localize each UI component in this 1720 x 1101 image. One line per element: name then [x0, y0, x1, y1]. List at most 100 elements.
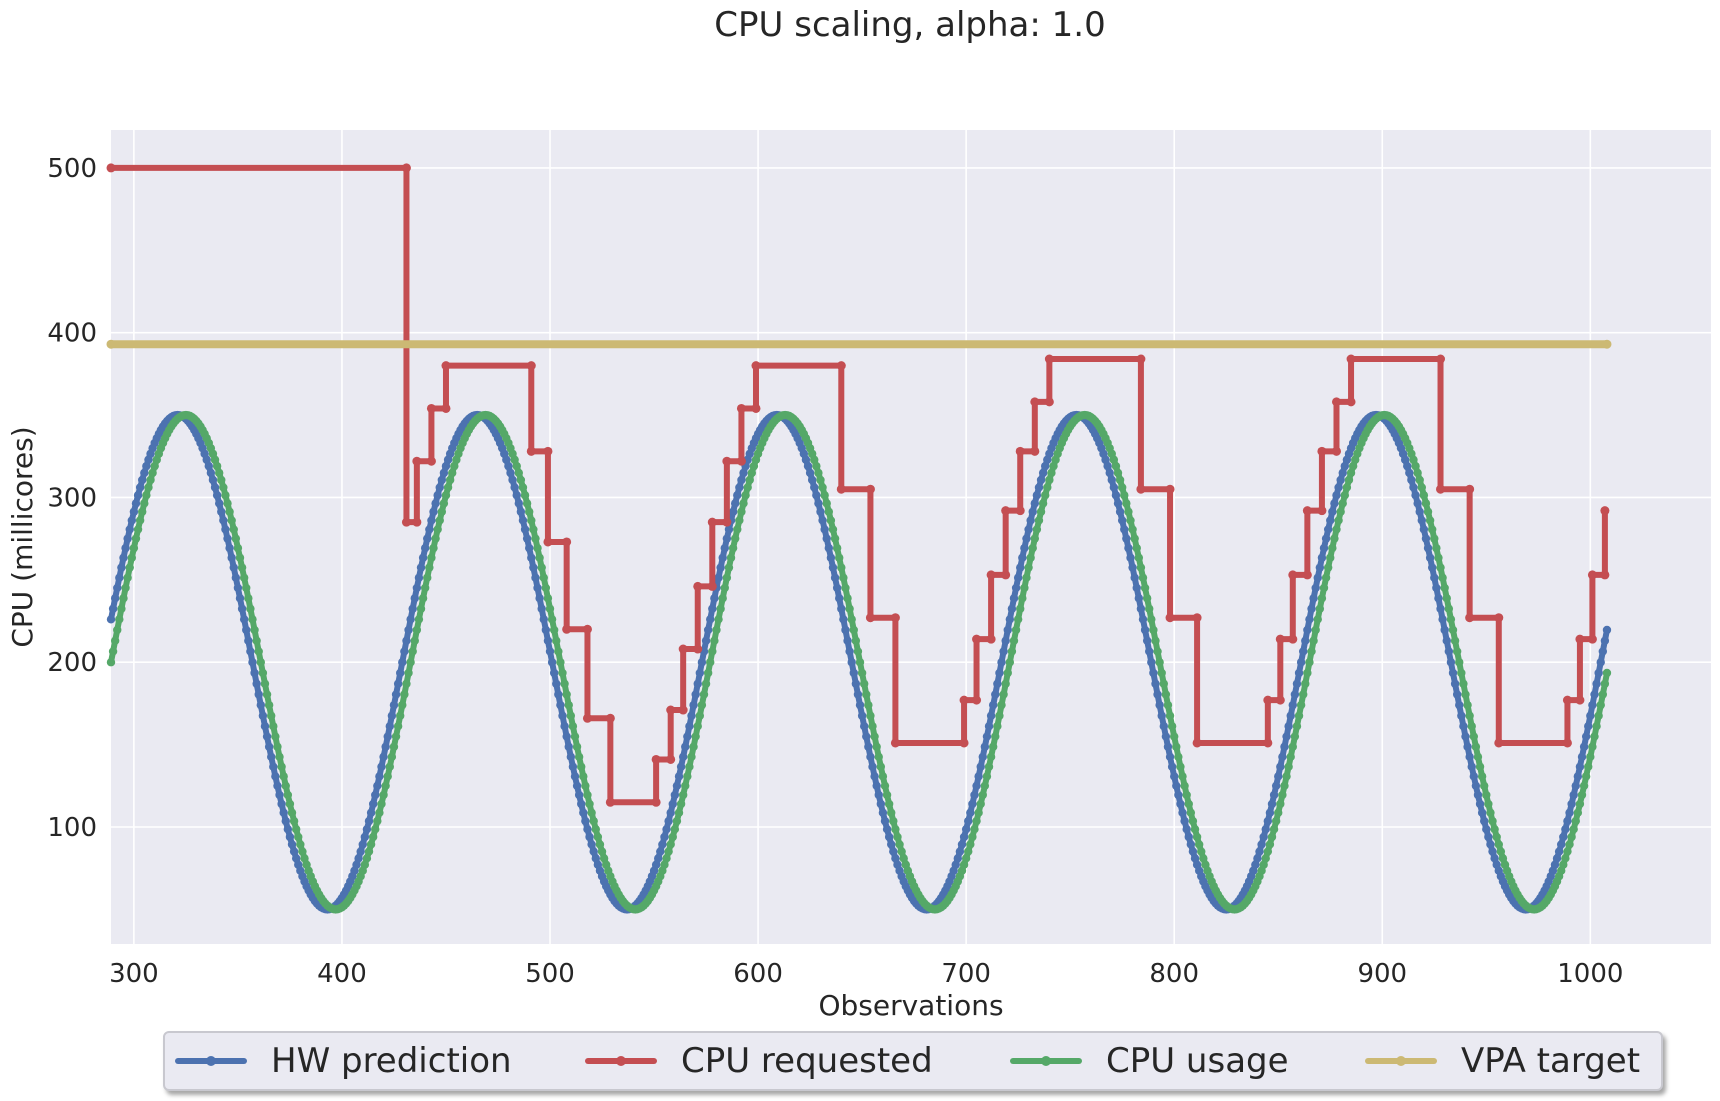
point-cpu-usage-227 [579, 772, 588, 781]
point-hw-prediction-593 [1340, 461, 1350, 471]
point-cpu-usage-1 [108, 647, 118, 656]
point-hw-prediction-625 [1407, 475, 1416, 485]
point-hw-prediction-494 [1134, 594, 1144, 603]
point-cpu-usage-667 [1494, 840, 1503, 849]
point-hw-prediction-563 [1278, 752, 1287, 762]
point-cpu-usage-196 [514, 468, 523, 478]
legend-swatch-vpa-target [1365, 1056, 1437, 1066]
point-cpu-requested-7 [441, 403, 451, 413]
point-hw-prediction-337 [807, 475, 817, 485]
point-cpu-usage-203 [529, 525, 538, 534]
point-cpu-requested-60 [1192, 738, 1202, 748]
point-cpu-usage-421 [982, 772, 992, 781]
point-hw-prediction-702 [1567, 799, 1576, 809]
point-cpu-usage-288 [706, 658, 715, 667]
point-hw-prediction-232 [589, 847, 598, 856]
point-cpu-usage-266 [660, 860, 669, 869]
point-cpu-usage-500 [1147, 615, 1156, 624]
point-cpu-usage-19 [146, 475, 155, 485]
point-cpu-usage-143 [404, 668, 413, 678]
point-cpu-usage-296 [722, 573, 732, 582]
point-cpu-requested-16 [582, 713, 592, 723]
point-hw-prediction-512 [1172, 781, 1181, 791]
legend-swatch-cpu-requested [585, 1056, 657, 1066]
point-cpu-usage-632 [1421, 499, 1431, 508]
point-cpu-usage-353 [841, 583, 850, 593]
point-hw-prediction-583 [1319, 543, 1329, 553]
point-hw-prediction-192 [506, 468, 515, 478]
point-hw-prediction-709 [1581, 732, 1591, 741]
point-cpu-usage-486 [1117, 483, 1127, 492]
point-hw-prediction-718 [1600, 636, 1610, 645]
point-cpu-usage-351 [837, 563, 846, 572]
point-hw-prediction-206 [535, 594, 544, 603]
point-cpu-usage-556 [1263, 847, 1273, 856]
point-cpu-requested-6 [426, 403, 436, 413]
point-cpu-usage-362 [859, 679, 869, 688]
point-hw-prediction-53 [217, 507, 226, 516]
point-hw-prediction-441 [1024, 525, 1033, 534]
point-hw-prediction-425 [991, 690, 1000, 699]
point-cpu-usage-309 [749, 461, 759, 471]
point-cpu-usage-136 [389, 742, 399, 751]
point-hw-prediction-432 [1005, 615, 1015, 624]
point-cpu-usage-124 [364, 847, 374, 856]
point-cpu-usage-135 [387, 752, 397, 762]
point-cpu-usage-236 [597, 847, 607, 856]
point-hw-prediction-622 [1400, 455, 1410, 464]
point-cpu-requested-25 [693, 644, 703, 654]
point-cpu-usage-163 [445, 475, 455, 485]
point-hw-prediction-440 [1022, 534, 1031, 543]
point-cpu-usage-122 [360, 860, 370, 869]
point-hw-prediction-419 [978, 752, 987, 762]
point-hw-prediction-346 [826, 553, 836, 562]
point-hw-prediction-195 [512, 491, 521, 500]
point-hw-prediction-418 [976, 762, 985, 771]
point-cpu-usage-560 [1271, 816, 1281, 826]
point-cpu-usage-439 [1020, 583, 1029, 593]
point-cpu-usage-380 [897, 847, 906, 856]
point-cpu-usage-449 [1041, 491, 1050, 500]
point-hw-prediction-660 [1480, 816, 1489, 826]
point-hw-prediction-517 [1182, 825, 1191, 834]
point-cpu-usage-83 [279, 772, 288, 781]
point-cpu-usage-653 [1465, 711, 1474, 720]
point-hw-prediction-714 [1592, 679, 1601, 688]
point-hw-prediction-124 [364, 816, 374, 826]
point-hw-prediction-372 [880, 816, 890, 826]
point-cpu-usage-664 [1488, 816, 1497, 826]
point-hw-prediction-215 [554, 690, 563, 699]
point-hw-prediction-651 [1461, 732, 1470, 741]
point-cpu-usage-629 [1415, 475, 1424, 485]
point-hw-prediction-564 [1280, 742, 1289, 751]
point-cpu-usage-229 [583, 790, 592, 800]
legend-item-cpu-usage: CPU usage [1010, 1033, 1289, 1089]
point-cpu-usage-366 [868, 722, 877, 731]
point-hw-prediction-50 [210, 483, 220, 492]
point-cpu-usage-360 [855, 658, 865, 667]
point-cpu-requested-41 [959, 738, 969, 748]
point-cpu-usage-300 [730, 534, 740, 543]
point-cpu-usage-703 [1569, 825, 1578, 834]
point-cpu-usage-209 [541, 583, 551, 593]
point-hw-prediction-624 [1405, 468, 1414, 478]
point-cpu-usage-267 [662, 854, 671, 863]
x-tick-label-800: 800 [1149, 959, 1199, 989]
point-hw-prediction-148 [414, 573, 424, 582]
point-hw-prediction-569 [1290, 690, 1300, 699]
point-hw-prediction-700 [1563, 816, 1572, 826]
point-cpu-requested-78 [1465, 613, 1475, 623]
point-hw-prediction-694 [1550, 860, 1560, 869]
point-hw-prediction-120 [356, 847, 365, 856]
point-cpu-usage-286 [701, 679, 711, 688]
point-hw-prediction-70 [252, 679, 261, 688]
point-hw-prediction-431 [1003, 625, 1012, 635]
series-markers-cpu-requested [106, 163, 1610, 807]
point-hw-prediction-81 [275, 790, 284, 800]
point-cpu-usage-525 [1199, 854, 1208, 863]
point-hw-prediction-370 [876, 799, 886, 809]
point-cpu-usage-195 [512, 461, 521, 471]
point-hw-prediction-75 [262, 732, 272, 741]
point-cpu-usage-510 [1167, 722, 1177, 731]
point-hw-prediction-577 [1307, 604, 1316, 613]
